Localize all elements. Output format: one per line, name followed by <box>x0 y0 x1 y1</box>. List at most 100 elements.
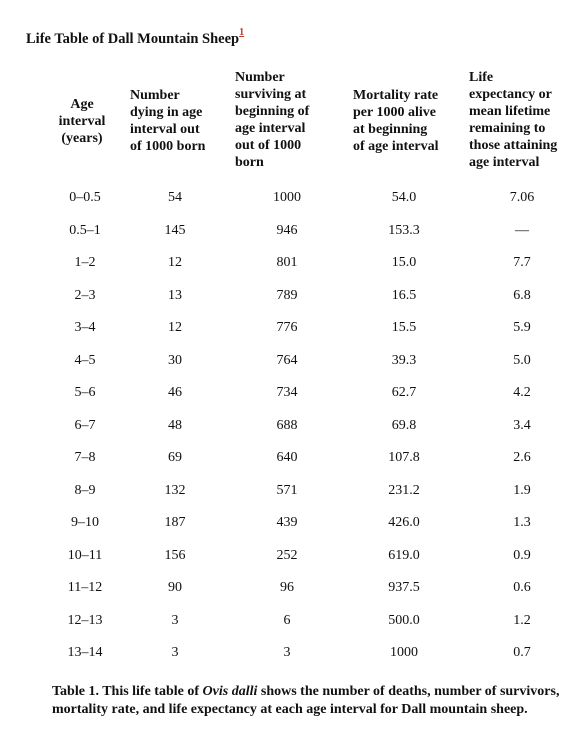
cell-age-interval: 4–5 <box>74 352 96 368</box>
cell-number-surviving: 96 <box>280 580 294 595</box>
cell-number-surviving: 3 <box>283 645 291 660</box>
cell-mortality-rate: 426.0 <box>388 515 420 530</box>
cell-mortality-rate: 107.8 <box>388 450 420 465</box>
cell-number-surviving: 764 <box>276 352 298 368</box>
cell-life-expectancy: 4.2 <box>513 385 531 400</box>
cell-mortality-rate: 62.7 <box>391 385 417 400</box>
cell-age-interval: 0–0.5 <box>69 190 101 205</box>
cell-age-interval: 6–7 <box>74 417 96 433</box>
cell-number-surviving: 1000 <box>273 190 301 205</box>
table-caption: Table 1. This life table of Ovis dalli s… <box>52 683 572 719</box>
header-mortality-rate: Mortality rate per 1000 alive at beginni… <box>353 88 439 154</box>
table-row: 9–10 187 439 426.0 1.3 <box>0 515 587 548</box>
cell-life-expectancy: 5.0 <box>513 352 531 368</box>
cell-life-expectancy: 7.06 <box>509 190 535 205</box>
cell-number-surviving: 439 <box>276 515 298 530</box>
caption-species: Ovis dalli <box>202 684 258 699</box>
cell-number-dying: 46 <box>168 385 182 400</box>
table-row: 7–8 69 640 107.8 2.6 <box>0 450 587 483</box>
cell-number-dying: 90 <box>168 580 182 595</box>
table-row: 5–6 46 734 62.7 4.2 <box>0 385 587 418</box>
caption-prefix: Table 1. This life table of <box>52 684 203 699</box>
footnote-ref: 1 <box>239 27 244 38</box>
header-life-expectancy: Life expectancy or mean lifetime remaini… <box>469 70 558 170</box>
table-row: 11–12 90 96 937.5 0.6 <box>0 580 587 613</box>
table-row: 13–14 3 3 1000 0.7 <box>0 645 587 678</box>
cell-age-interval: 5–6 <box>74 385 96 400</box>
cell-mortality-rate: 231.2 <box>388 482 420 498</box>
cell-life-expectancy: 7.7 <box>513 255 531 270</box>
cell-number-surviving: 776 <box>276 320 298 335</box>
cell-number-surviving: 571 <box>276 482 298 498</box>
table-row: 1–2 12 801 15.0 7.7 <box>0 255 587 288</box>
header-number-dying: Number dying in age interval out of 1000… <box>130 88 206 154</box>
cell-number-surviving: 801 <box>276 255 298 270</box>
table-row: 0.5–1 145 946 153.3 — <box>0 223 587 256</box>
header-age-interval: Age interval (years) <box>58 97 106 146</box>
cell-life-expectancy: 1.2 <box>513 612 531 628</box>
cell-number-dying: 13 <box>168 287 182 303</box>
cell-life-expectancy: 3.4 <box>513 417 531 433</box>
cell-life-expectancy: 0.7 <box>513 645 531 660</box>
cell-number-surviving: 640 <box>276 450 298 465</box>
cell-mortality-rate: 15.0 <box>391 255 417 270</box>
cell-number-dying: 132 <box>164 482 186 498</box>
cell-number-dying: 145 <box>164 222 186 238</box>
table-row: 8–9 132 571 231.2 1.9 <box>0 483 587 516</box>
cell-age-interval: 7–8 <box>74 450 96 465</box>
cell-life-expectancy: 0.6 <box>513 580 531 595</box>
cell-age-interval: 13–14 <box>67 645 103 660</box>
cell-mortality-rate: 500.0 <box>388 612 420 628</box>
cell-number-surviving: 688 <box>276 417 298 433</box>
cell-life-expectancy: 2.6 <box>513 450 531 465</box>
table-row: 12–13 3 6 500.0 1.2 <box>0 613 587 646</box>
cell-number-dying: 12 <box>168 320 182 335</box>
cell-number-dying: 69 <box>168 450 182 465</box>
footnote-link[interactable]: 1 <box>239 27 245 38</box>
cell-number-dying: 48 <box>168 417 182 433</box>
cell-life-expectancy: 6.8 <box>513 287 531 303</box>
table-title: Life Table of Dall Mountain Sheep1 <box>26 27 244 48</box>
cell-number-dying: 30 <box>168 352 182 368</box>
cell-age-interval: 0.5–1 <box>69 222 101 238</box>
cell-number-dying: 54 <box>168 190 182 205</box>
cell-life-expectancy: 0.9 <box>513 547 531 563</box>
table-row: 3–4 12 776 15.5 5.9 <box>0 320 587 353</box>
table-row: 4–5 30 764 39.3 5.0 <box>0 353 587 386</box>
table-row: 0–0.5 54 1000 54.0 7.06 <box>0 190 587 223</box>
cell-number-dying: 156 <box>164 547 186 563</box>
table-row: 10–11 156 252 619.0 0.9 <box>0 548 587 581</box>
cell-number-dying: 3 <box>171 645 179 660</box>
cell-life-expectancy: — <box>515 222 529 238</box>
cell-age-interval: 3–4 <box>74 320 96 335</box>
table-row: 2–3 13 789 16.5 6.8 <box>0 288 587 321</box>
cell-number-surviving: 252 <box>276 547 298 563</box>
table-body: 0–0.5 54 1000 54.0 7.06 0.5–1 145 946 153.3—1–2 1… <box>0 190 587 678</box>
cell-number-dying: 12 <box>168 255 182 270</box>
cell-life-expectancy: 1.3 <box>513 515 531 530</box>
table-title-text: Life Table of Dall Mountain Sheep <box>26 30 240 47</box>
cell-age-interval: 1–2 <box>74 255 96 270</box>
cell-age-interval: 8–9 <box>74 482 96 498</box>
cell-number-surviving: 789 <box>276 287 298 303</box>
cell-mortality-rate: 153.3 <box>388 222 420 238</box>
cell-number-dying: 3 <box>171 612 179 628</box>
cell-mortality-rate: 39.3 <box>391 352 417 368</box>
cell-life-expectancy: 5.9 <box>513 320 531 335</box>
header-number-surviving: Number surviving at beginning of age int… <box>235 70 310 170</box>
cell-mortality-rate: 1000 <box>390 645 418 660</box>
cell-age-interval: 9–10 <box>71 515 99 530</box>
cell-mortality-rate: 54.0 <box>391 190 417 205</box>
caption-suffix: shows the number of deaths, number of su… <box>52 684 560 717</box>
cell-mortality-rate: 16.5 <box>391 287 417 303</box>
cell-number-surviving: 6 <box>283 612 291 628</box>
cell-age-interval: 12–13 <box>67 612 103 628</box>
cell-number-surviving: 946 <box>276 222 298 238</box>
cell-number-dying: 187 <box>164 515 186 530</box>
cell-number-surviving: 734 <box>276 385 298 400</box>
table-row: 6–7 48 688 69.8 3.4 <box>0 418 587 451</box>
cell-life-expectancy: 1.9 <box>513 482 531 498</box>
cell-mortality-rate: 619.0 <box>388 547 420 563</box>
cell-mortality-rate: 937.5 <box>388 580 420 595</box>
cell-age-interval: 11–12 <box>67 580 103 595</box>
